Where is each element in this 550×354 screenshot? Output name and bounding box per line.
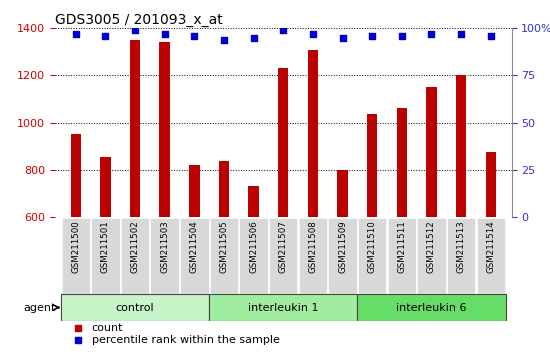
- FancyBboxPatch shape: [447, 218, 475, 294]
- Bar: [219, 161, 229, 217]
- Bar: [130, 40, 140, 217]
- FancyBboxPatch shape: [121, 218, 149, 294]
- Text: GSM211507: GSM211507: [279, 221, 288, 273]
- Text: GSM211505: GSM211505: [219, 221, 228, 273]
- Text: GSM211500: GSM211500: [72, 221, 80, 273]
- Bar: [100, 157, 111, 217]
- Text: GSM211501: GSM211501: [101, 221, 110, 273]
- Point: [338, 35, 347, 41]
- Bar: [307, 50, 318, 217]
- Text: GSM211511: GSM211511: [397, 221, 406, 273]
- Bar: [397, 108, 407, 217]
- Point: [309, 31, 317, 37]
- Text: GSM211513: GSM211513: [456, 221, 466, 273]
- Text: count: count: [91, 324, 123, 333]
- FancyBboxPatch shape: [151, 218, 179, 294]
- Bar: [70, 134, 81, 217]
- FancyBboxPatch shape: [358, 218, 387, 294]
- Text: interleukin 6: interleukin 6: [396, 303, 467, 313]
- FancyBboxPatch shape: [388, 218, 416, 294]
- Text: agent: agent: [23, 303, 56, 313]
- Bar: [61, 294, 209, 321]
- Bar: [189, 165, 200, 217]
- FancyBboxPatch shape: [417, 218, 446, 294]
- FancyBboxPatch shape: [476, 218, 505, 294]
- Point: [190, 33, 199, 39]
- Bar: [486, 152, 496, 217]
- FancyBboxPatch shape: [180, 218, 208, 294]
- Bar: [209, 294, 358, 321]
- Text: interleukin 1: interleukin 1: [248, 303, 318, 313]
- Point: [279, 27, 288, 33]
- Text: GSM211509: GSM211509: [338, 221, 347, 273]
- Text: GSM211508: GSM211508: [309, 221, 317, 273]
- Text: GSM211510: GSM211510: [368, 221, 377, 273]
- Bar: [358, 294, 505, 321]
- Bar: [249, 186, 259, 217]
- FancyBboxPatch shape: [239, 218, 268, 294]
- Bar: [278, 68, 288, 217]
- FancyBboxPatch shape: [269, 218, 298, 294]
- Text: GSM211512: GSM211512: [427, 221, 436, 273]
- Point: [131, 27, 140, 33]
- FancyBboxPatch shape: [91, 218, 119, 294]
- Point: [368, 33, 377, 39]
- Point: [101, 33, 110, 39]
- Text: GDS3005 / 201093_x_at: GDS3005 / 201093_x_at: [55, 13, 223, 27]
- Text: GSM211502: GSM211502: [130, 221, 140, 273]
- Point: [219, 37, 228, 42]
- Bar: [456, 75, 466, 217]
- Bar: [367, 114, 377, 217]
- Point: [456, 31, 465, 37]
- Text: percentile rank within the sample: percentile rank within the sample: [91, 336, 279, 346]
- Bar: [426, 87, 437, 217]
- Point: [398, 33, 406, 39]
- Text: GSM211503: GSM211503: [160, 221, 169, 273]
- FancyBboxPatch shape: [210, 218, 238, 294]
- Point: [427, 31, 436, 37]
- Point: [160, 31, 169, 37]
- Bar: [160, 42, 170, 217]
- FancyBboxPatch shape: [62, 218, 90, 294]
- Bar: [337, 170, 348, 217]
- FancyBboxPatch shape: [328, 218, 357, 294]
- FancyBboxPatch shape: [299, 218, 327, 294]
- Text: control: control: [116, 303, 155, 313]
- Point: [72, 31, 80, 37]
- Text: GSM211504: GSM211504: [190, 221, 199, 273]
- Point: [486, 33, 495, 39]
- Text: GSM211506: GSM211506: [249, 221, 258, 273]
- Point: [249, 35, 258, 41]
- Text: GSM211514: GSM211514: [486, 221, 495, 273]
